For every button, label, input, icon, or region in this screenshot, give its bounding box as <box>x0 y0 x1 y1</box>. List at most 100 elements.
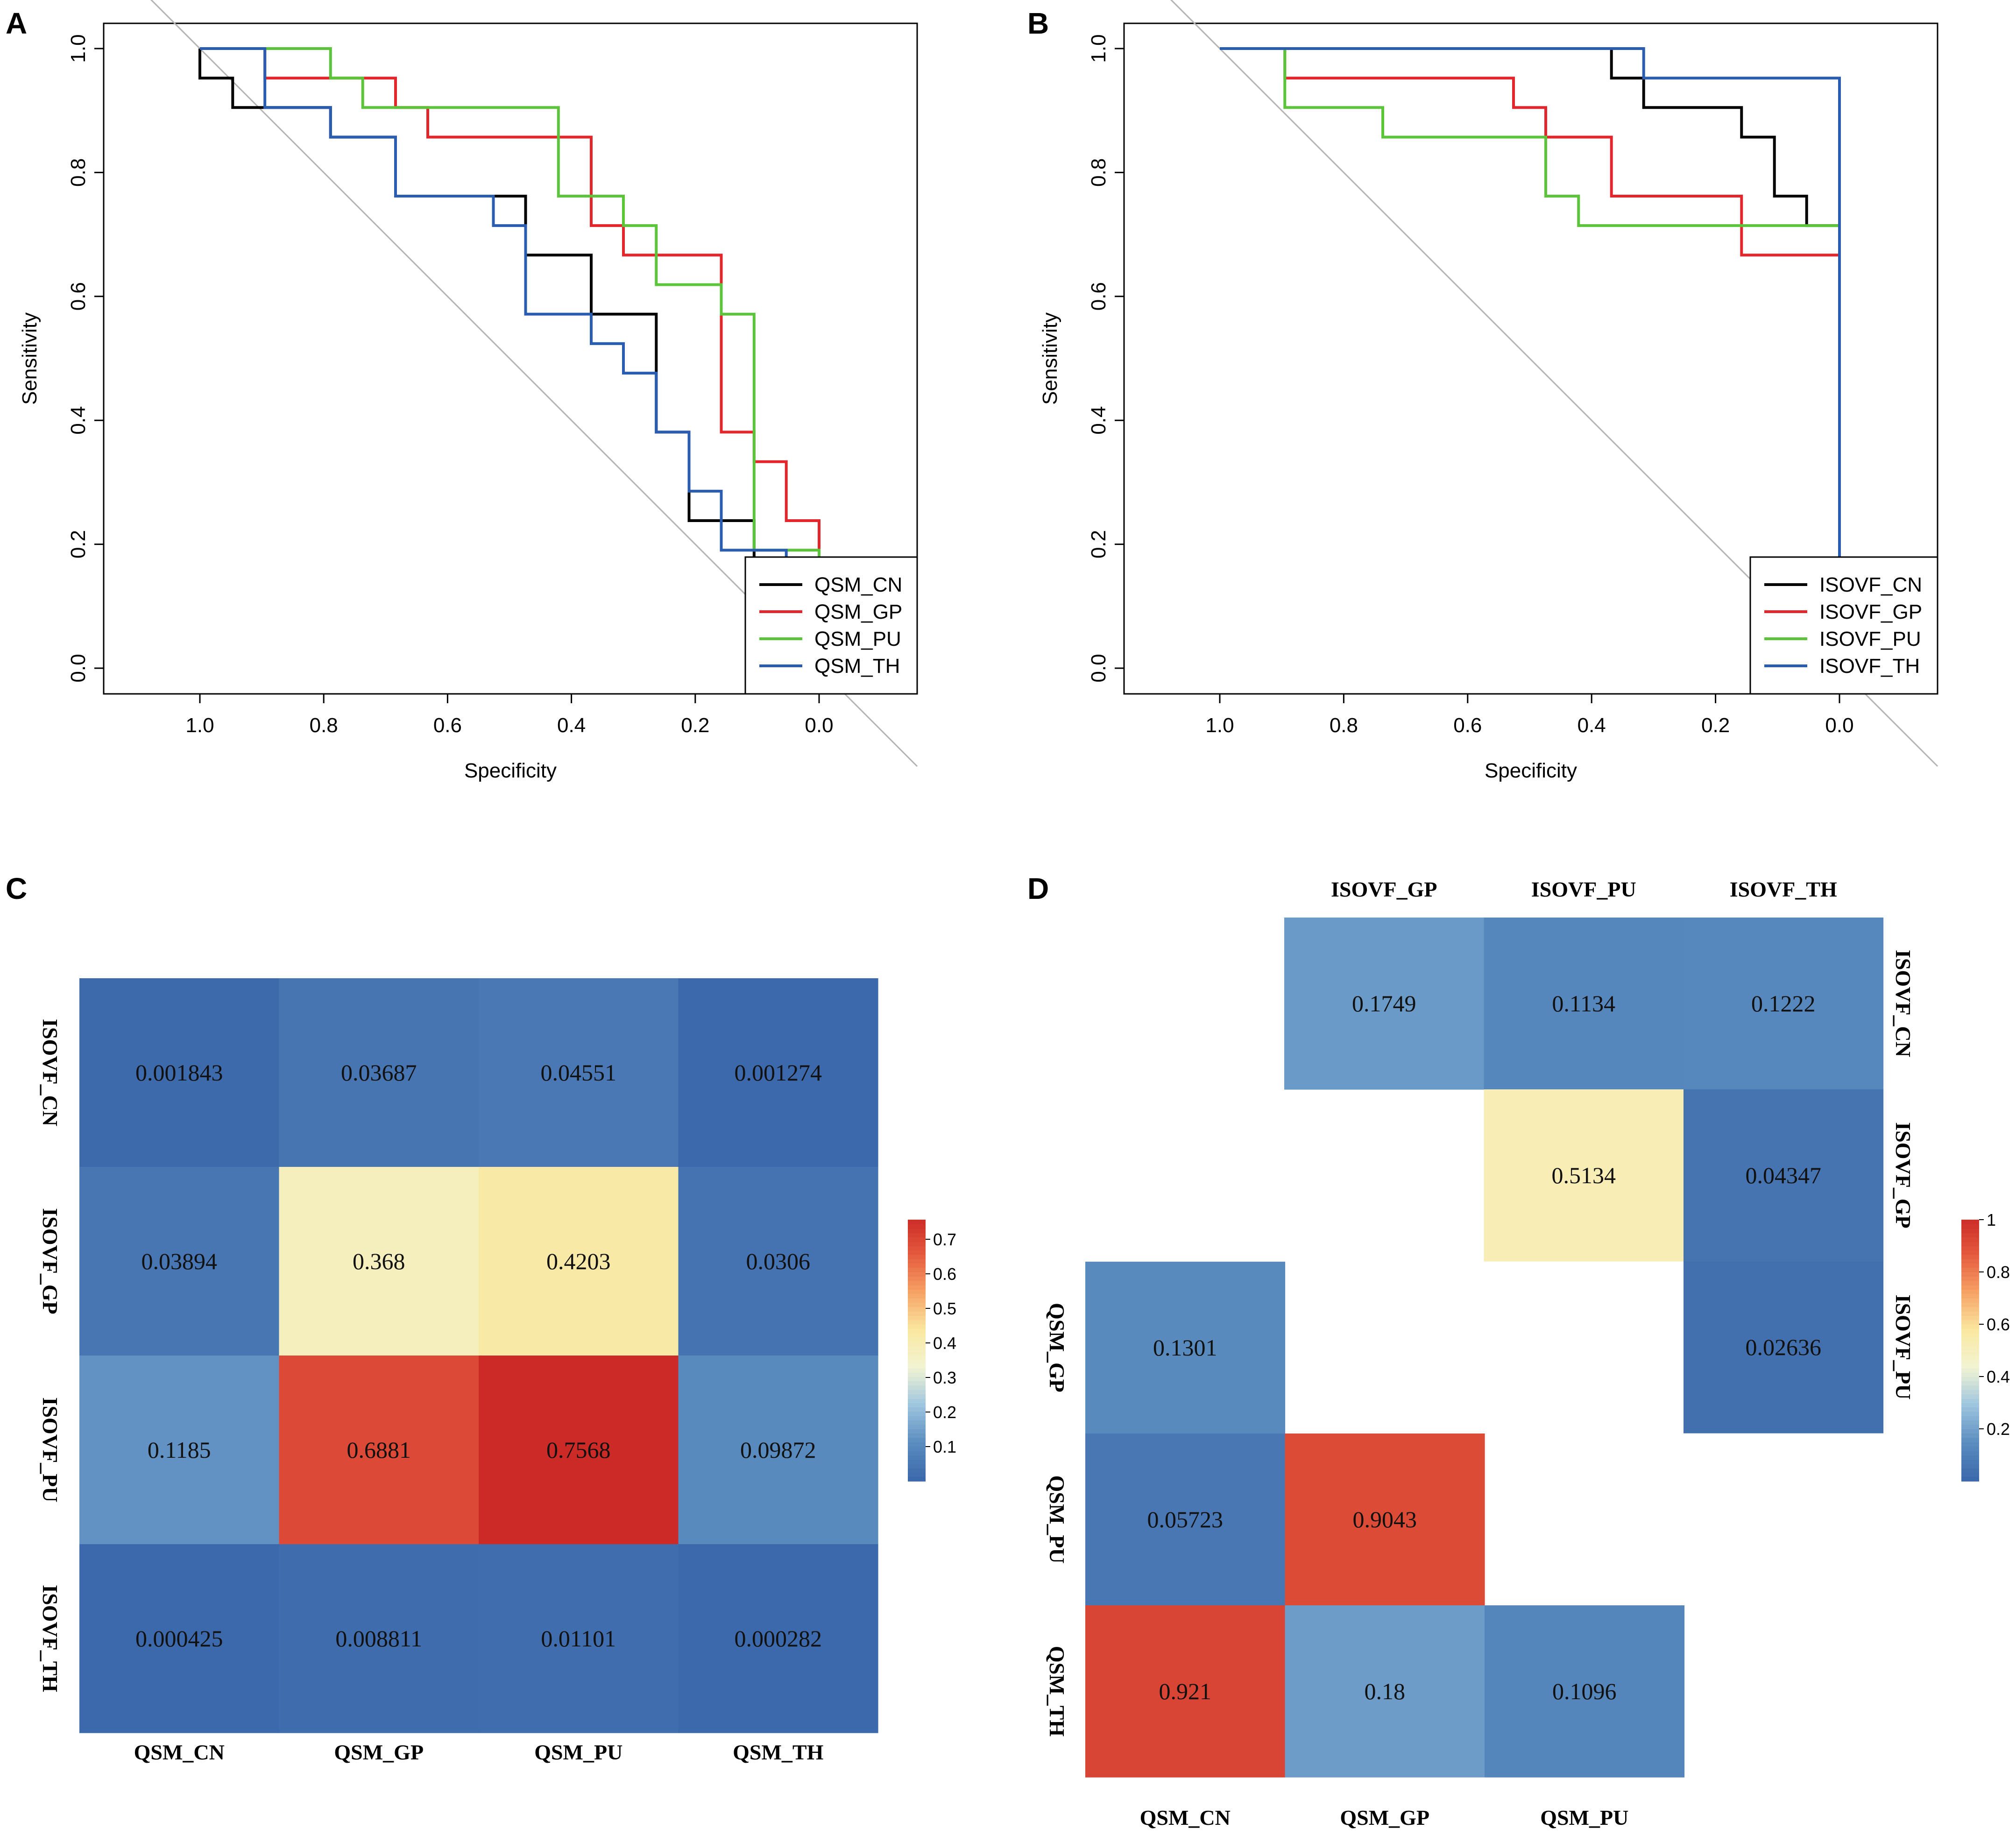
heatmap-cell <box>1284 918 1485 1090</box>
colorbar-segment <box>908 1233 926 1238</box>
colorbar-segment <box>1961 1337 1979 1342</box>
row-label: ISOVF_CN <box>1891 950 1915 1057</box>
x-tick-label: 0.2 <box>681 714 709 737</box>
y-tick-label: 0.6 <box>1087 282 1110 311</box>
heatmap-cell-value: 0.1096 <box>1552 1678 1617 1704</box>
colorbar-segment <box>1961 1224 1979 1229</box>
colorbar-segment <box>908 1333 926 1338</box>
heatmap-cell <box>479 1544 679 1733</box>
y-axis-title: Sensitivity <box>18 312 41 405</box>
row-label: ISOVF_GP <box>38 1208 62 1314</box>
colorbar-segment <box>908 1420 926 1425</box>
heatmap-cell <box>1684 918 1884 1090</box>
colorbar-segment <box>1961 1350 1979 1356</box>
heatmap-cells: 0.001843 0.03687 0.04551 0.001274 0.03894 0.3… <box>79 978 878 1733</box>
colorbar-segment <box>1961 1377 1979 1382</box>
colorbar-segment <box>908 1272 926 1277</box>
heatmap-cell <box>79 1544 280 1733</box>
colorbar-segment <box>1961 1385 1979 1390</box>
colorbar-segment <box>1961 1342 1979 1347</box>
y-tick-label: 0.4 <box>67 406 90 435</box>
colorbar-segment <box>1961 1276 1979 1281</box>
colorbar-segment <box>908 1263 926 1268</box>
colorbar-segment <box>1961 1220 1979 1225</box>
colorbar-segment <box>908 1368 926 1373</box>
colorbar-tick-label: 0.2 <box>1987 1419 2010 1439</box>
x-tick-label: 0.6 <box>1453 714 1482 737</box>
heatmap-cell <box>479 1356 679 1545</box>
colorbar-tick-label: 0.8 <box>1987 1263 2010 1282</box>
row-label: ISOVF_PU <box>1891 1295 1915 1400</box>
legend-label-qsm-pu: QSM_PU <box>814 628 901 650</box>
y-tick-label: 0.8 <box>67 158 90 187</box>
heatmap-cell <box>279 1356 479 1545</box>
y-axis: 0.0 0.2 0.4 0.6 0.8 1.0 <box>67 34 105 683</box>
colorbar-segment <box>1961 1416 1979 1421</box>
colorbar-segment <box>1961 1450 1979 1455</box>
colorbar-segment <box>908 1228 926 1233</box>
colorbar-segment <box>908 1411 926 1416</box>
colorbar-segment <box>1961 1293 1979 1299</box>
heatmap-cell-value: 0.7568 <box>546 1437 611 1463</box>
colorbar-segment <box>1961 1237 1979 1242</box>
lower-column-labels: QSM_CN QSM_GP QSM_PU <box>1140 1806 1629 1829</box>
colorbar-segment <box>1961 1429 1979 1434</box>
legend-label-qsm-cn: QSM_CN <box>814 573 902 596</box>
colorbar-segment <box>1961 1433 1979 1438</box>
heatmap-panel-d: 0.1749 0.1134 0.1222 0.5134 0.04347 0.02636 0.… <box>1045 877 2010 1829</box>
colorbar-tick-label: 0.4 <box>1987 1367 2010 1386</box>
row-label: ISOVF_CN <box>38 1019 62 1126</box>
colorbar-segment <box>1961 1411 1979 1416</box>
column-label: QSM_PU <box>534 1740 622 1764</box>
colorbar-segment <box>1961 1424 1979 1429</box>
colorbar-segment <box>908 1381 926 1386</box>
colorbar-segment <box>1961 1381 1979 1386</box>
colorbar-tick-label: 0.3 <box>933 1368 956 1387</box>
heatmap-cell <box>479 978 679 1167</box>
colorbar-segment <box>1961 1420 1979 1425</box>
column-label: QSM_GP <box>1340 1806 1429 1829</box>
colorbar-segment <box>1961 1355 1979 1360</box>
heatmap-cell <box>1085 1605 1286 1778</box>
panel-label-a: A <box>6 7 27 40</box>
colorbar-segment <box>908 1337 926 1342</box>
colorbar-segment <box>908 1285 926 1290</box>
roc-curve-isovf-th <box>1220 47 1841 668</box>
heatmap-cell-value: 0.001274 <box>735 1059 822 1086</box>
heatmap-cell-value: 0.1749 <box>1352 990 1416 1017</box>
heatmap-cell-value: 0.5134 <box>1552 1162 1616 1188</box>
y-axis: 0.0 0.2 0.4 0.6 0.8 1.0 <box>1087 34 1125 683</box>
heatmap-cell-value: 0.18 <box>1365 1678 1406 1704</box>
row-label: QSM_PU <box>1045 1475 1069 1563</box>
colorbar-segment <box>908 1403 926 1408</box>
row-labels: ISOVF_CN ISOVF_GP ISOVF_PU ISOVF_TH <box>38 1019 62 1692</box>
heatmap-cell-value: 0.05723 <box>1147 1506 1224 1532</box>
colorbar-segment <box>908 1429 926 1434</box>
heatmap-cell-value: 0.01101 <box>541 1625 616 1652</box>
heatmap-cell-value: 0.04347 <box>1746 1162 1822 1188</box>
heatmap-cell-value: 0.9043 <box>1353 1506 1417 1532</box>
heatmap-cell <box>1085 1262 1286 1434</box>
colorbar-segment <box>1961 1472 1979 1477</box>
colorbar-segment <box>908 1246 926 1251</box>
roc-panel-b: 1.0 0.8 0.6 0.4 0.2 0.0 0.0 0.2 0.4 0.6 0.8 1.0 Sp… <box>1039 0 1938 782</box>
y-tick-label: 0.4 <box>1087 406 1110 435</box>
y-tick-label: 0.8 <box>1087 158 1110 187</box>
column-label: QSM_CN <box>1140 1806 1231 1829</box>
colorbar-segment <box>908 1359 926 1364</box>
colorbar-tick-label: 0.2 <box>933 1403 956 1422</box>
colorbar-segment <box>908 1324 926 1329</box>
colorbar-segment <box>1961 1368 1979 1373</box>
colorbar-segment <box>908 1468 926 1473</box>
colorbar-segment <box>908 1306 926 1312</box>
colorbar-segment <box>908 1320 926 1325</box>
x-tick-label: 1.0 <box>1205 714 1234 737</box>
legend-label-qsm-gp: QSM_GP <box>814 600 902 623</box>
heatmap-cell-value: 0.0306 <box>746 1248 811 1274</box>
colorbar-segment <box>908 1390 926 1395</box>
heatmap-cell-value: 0.1222 <box>1751 990 1816 1017</box>
legend: QSM_CN QSM_GP QSM_PU QSM_TH <box>744 556 918 695</box>
colorbar-segment <box>1961 1468 1979 1473</box>
colorbar-tick-label: 0.1 <box>933 1437 956 1456</box>
